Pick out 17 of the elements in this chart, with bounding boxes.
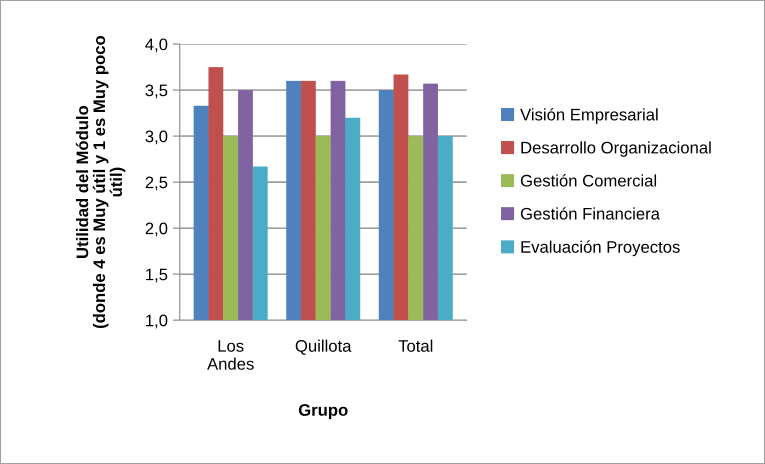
legend-label: Visión Empresarial bbox=[520, 108, 658, 124]
x-axis-title: Grupo bbox=[298, 404, 348, 420]
x-tick-label: Los Andes bbox=[207, 340, 254, 370]
legend-label: Gestión Comercial bbox=[520, 174, 656, 187]
legend-label: Evaluación Proyectos bbox=[521, 240, 680, 256]
y-tick-label: 4,0 bbox=[145, 38, 168, 52]
legend-label: Desarrollo Organizacional bbox=[521, 141, 711, 157]
y-tick-label: 2,0 bbox=[146, 222, 168, 236]
y-tick-label: 1,5 bbox=[146, 268, 168, 282]
legend-label: Gestión Financiera bbox=[520, 207, 660, 220]
y-tick-label: 2,5 bbox=[146, 176, 168, 190]
y-tick-label: 1,0 bbox=[146, 314, 168, 328]
y-tick-label: 3,0 bbox=[145, 130, 168, 144]
y-axis-title: Utilidad del Módulo (donde 4 es Muy útil y 1 es Muy poco útil) bbox=[76, 36, 126, 328]
x-tick-label: Quillota bbox=[296, 340, 352, 355]
y-tick-label: 3,5 bbox=[145, 84, 168, 98]
x-tick-label: Total bbox=[398, 340, 432, 352]
